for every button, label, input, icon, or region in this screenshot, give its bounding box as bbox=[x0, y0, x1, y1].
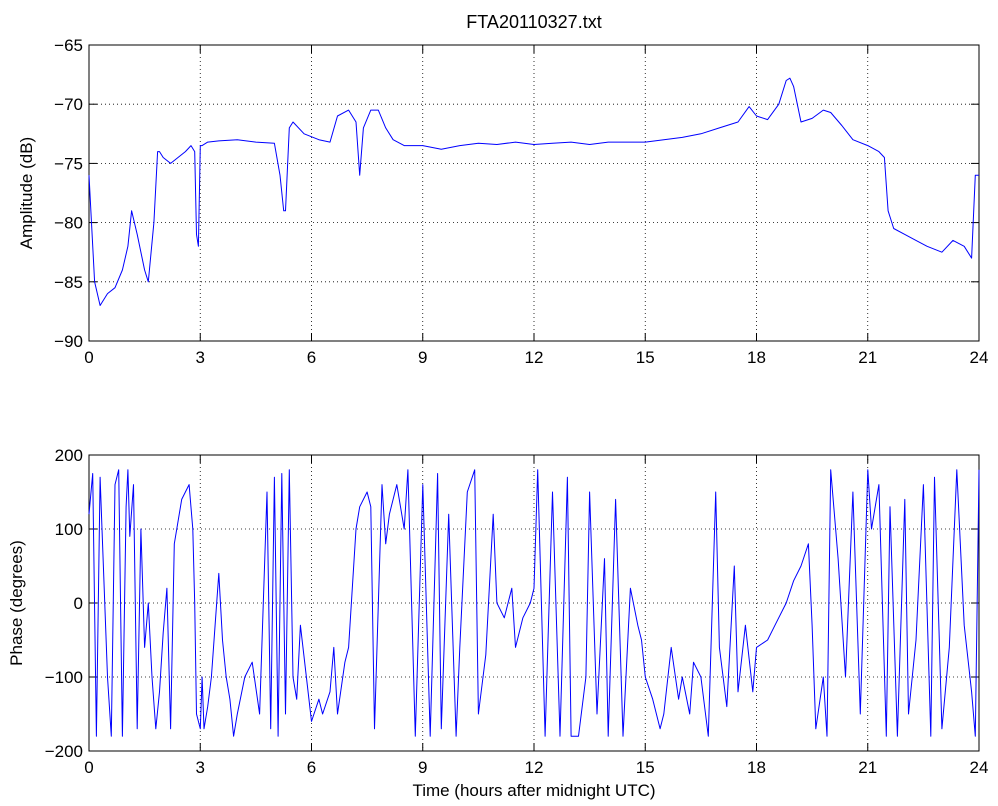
amplitude-y-tick-label: −70 bbox=[54, 95, 83, 114]
phase-panel: 0 3 6 9 12 15 18 21 24 −200 −100 0 100 200 Phase (de… bbox=[7, 446, 988, 800]
phase-x-tick-label: 12 bbox=[525, 758, 544, 777]
amplitude-y-tick-label: −65 bbox=[54, 36, 83, 55]
amplitude-y-tick-label: −90 bbox=[54, 332, 83, 351]
amplitude-x-tick-label: 0 bbox=[84, 348, 93, 367]
phase-y-ticks: −200 −100 0 100 200 bbox=[45, 446, 979, 761]
phase-grid bbox=[89, 455, 979, 751]
phase-y-tick-label: 100 bbox=[55, 520, 83, 539]
phase-x-tick-label: 15 bbox=[636, 758, 655, 777]
amplitude-grid bbox=[89, 45, 979, 341]
phase-series bbox=[88, 469, 980, 737]
phase-x-tick-label: 9 bbox=[418, 758, 427, 777]
amplitude-x-tick-label: 9 bbox=[418, 348, 427, 367]
amplitude-y-tick-label: −80 bbox=[54, 214, 83, 233]
amplitude-y-tick-label: −85 bbox=[54, 273, 83, 292]
phase-x-tick-label: 3 bbox=[196, 758, 205, 777]
amplitude-x-tick-label: 24 bbox=[970, 348, 989, 367]
phase-y-tick-label: 0 bbox=[74, 594, 83, 613]
amplitude-x-tick-label: 15 bbox=[636, 348, 655, 367]
phase-x-axis-label: Time (hours after midnight UTC) bbox=[412, 781, 655, 800]
amplitude-x-tick-label: 12 bbox=[525, 348, 544, 367]
amplitude-x-tick-label: 18 bbox=[747, 348, 766, 367]
amplitude-x-tick-label: 6 bbox=[307, 348, 316, 367]
amplitude-panel: FTA20110327.txt 0 3 6 9 12 15 18 21 24 −90 −85 −80… bbox=[17, 12, 988, 367]
amplitude-series bbox=[88, 77, 979, 306]
phase-x-tick-label: 24 bbox=[970, 758, 989, 777]
phase-x-ticks: 0 3 6 9 12 15 18 21 24 bbox=[84, 455, 988, 777]
amplitude-y-axis-label: Amplitude (dB) bbox=[17, 137, 36, 249]
phase-x-tick-label: 21 bbox=[858, 758, 877, 777]
amplitude-y-ticks: −90 −85 −80 −75 −70 −65 bbox=[54, 36, 979, 351]
chart-title: FTA20110327.txt bbox=[466, 12, 601, 32]
amplitude-series-line bbox=[88, 77, 979, 306]
amplitude-x-tick-label: 21 bbox=[858, 348, 877, 367]
phase-y-tick-label: −200 bbox=[45, 742, 83, 761]
phase-series-line bbox=[88, 469, 980, 737]
phase-x-tick-label: 6 bbox=[307, 758, 316, 777]
phase-y-axis-label: Phase (degrees) bbox=[7, 540, 26, 666]
phase-y-tick-label: 200 bbox=[55, 446, 83, 465]
phase-x-tick-label: 18 bbox=[747, 758, 766, 777]
phase-x-tick-label: 0 bbox=[84, 758, 93, 777]
phase-y-tick-label: −100 bbox=[45, 668, 83, 687]
amplitude-y-tick-label: −75 bbox=[54, 154, 83, 173]
amplitude-x-ticks: 0 3 6 9 12 15 18 21 24 bbox=[84, 45, 988, 367]
amplitude-x-tick-label: 3 bbox=[196, 348, 205, 367]
